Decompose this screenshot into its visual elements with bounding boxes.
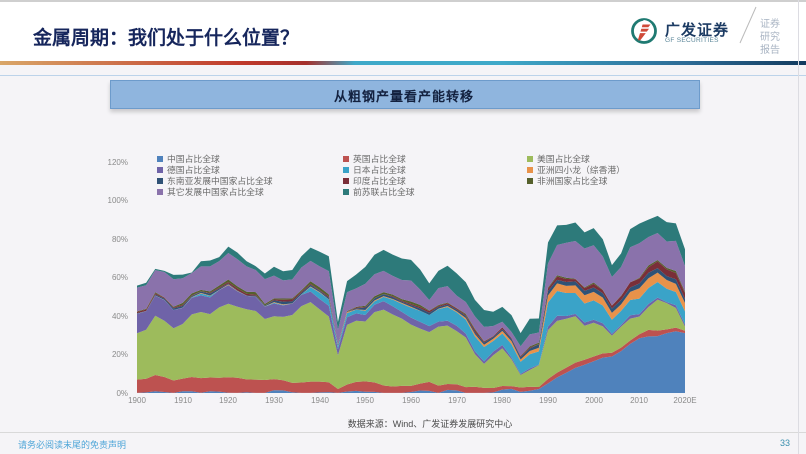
svg-text:0%: 0% [116,389,128,398]
svg-text:2010: 2010 [630,396,648,405]
svg-text:80%: 80% [112,235,128,244]
svg-text:2000: 2000 [585,396,603,405]
svg-text:1990: 1990 [539,396,557,405]
svg-text:1960: 1960 [402,396,420,405]
svg-text:1930: 1930 [265,396,283,405]
svg-text:1910: 1910 [174,396,192,405]
svg-text:1940: 1940 [311,396,329,405]
svg-text:1900: 1900 [128,396,146,405]
svg-text:60%: 60% [112,273,128,282]
svg-text:1950: 1950 [356,396,374,405]
svg-text:1980: 1980 [493,396,511,405]
svg-text:1920: 1920 [219,396,237,405]
svg-text:1970: 1970 [448,396,466,405]
svg-text:2020E: 2020E [673,396,696,405]
svg-text:40%: 40% [112,312,128,321]
svg-text:120%: 120% [108,158,128,167]
svg-text:20%: 20% [112,350,128,359]
svg-text:100%: 100% [108,196,128,205]
